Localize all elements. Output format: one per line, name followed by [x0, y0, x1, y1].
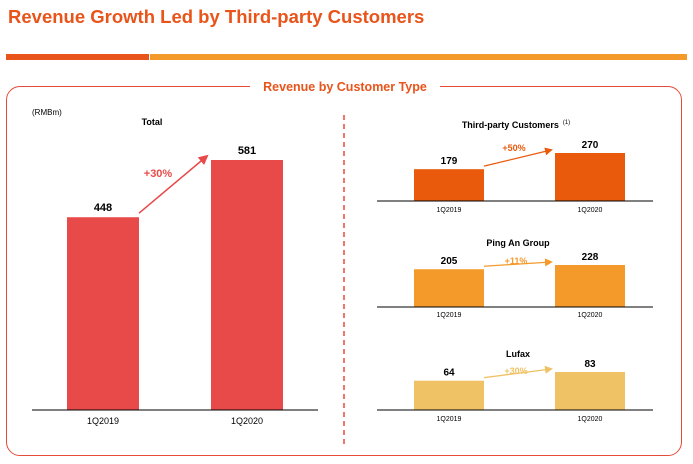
title-stripe-right	[150, 54, 687, 60]
tick-label-ping-an-1Q2020: 1Q2020	[578, 312, 603, 319]
chart-total-title: Total	[142, 117, 163, 127]
data-label-total-1Q2019: 448	[94, 202, 112, 214]
data-label-total-1Q2020: 581	[238, 145, 256, 157]
panel-label: Revenue by Customer Type	[250, 79, 440, 95]
growth-arrow-ping-an	[483, 258, 553, 267]
chart-ping-an-title: Ping An Group	[486, 238, 550, 248]
title-stripe-left	[6, 54, 149, 60]
chart-third-party-title: Third-party Customers (1)	[462, 120, 570, 130]
tick-label-total-1Q2019: 1Q2019	[87, 416, 119, 426]
data-label-third-party-1Q2019: 179	[441, 156, 458, 167]
data-label-ping-an-1Q2019: 205	[441, 256, 458, 267]
chart-third-party: Third-party Customers (1) 179 270 +50% 1Q…	[377, 120, 653, 214]
growth-label-ping-an: +11%	[505, 256, 528, 266]
unit-label: (RMBm)	[32, 108, 62, 117]
tick-label-lufax-1Q2019: 1Q2019	[437, 416, 462, 423]
tick-label-third-party-1Q2019: 1Q2019	[437, 207, 462, 214]
tick-label-total-1Q2020: 1Q2020	[231, 416, 263, 426]
bar-lufax-1Q2019	[414, 380, 484, 410]
chart-lufax-title: Lufax	[506, 349, 530, 359]
data-label-third-party-1Q2020: 270	[582, 140, 599, 151]
bar-third-party-1Q2020	[555, 153, 625, 201]
data-label-lufax-1Q2019: 64	[443, 368, 455, 379]
tick-label-ping-an-1Q2019: 1Q2019	[437, 312, 462, 319]
growth-arrow-third-party	[483, 147, 553, 167]
chart-total: Total 448 581 +30% 1Q2019 1Q2020	[32, 117, 318, 426]
data-label-lufax-1Q2020: 83	[584, 359, 596, 370]
chart-third-party-footnote: (1)	[563, 120, 570, 126]
bar-total-1Q2019	[67, 217, 139, 410]
growth-arrow-lufax	[483, 365, 553, 379]
bar-total-1Q2020	[211, 160, 283, 410]
bar-lufax-1Q2020	[555, 372, 625, 410]
chart-lufax: Lufax 64 83 +30% 1Q2019 1Q2020	[377, 349, 653, 423]
bar-ping-an-1Q2019	[414, 269, 484, 307]
growth-label-third-party: +50%	[502, 143, 525, 153]
chart-ping-an: Ping An Group 205 228 +11% 1Q2019 1Q2020	[377, 238, 653, 319]
bar-third-party-1Q2019	[414, 169, 484, 201]
growth-label-lufax: +30%	[504, 366, 527, 376]
tick-label-third-party-1Q2020: 1Q2020	[578, 207, 603, 214]
growth-label-total: +30%	[144, 168, 173, 180]
page-title: Revenue Growth Led by Third-party Custom…	[8, 6, 425, 27]
tick-label-lufax-1Q2020: 1Q2020	[578, 416, 603, 423]
data-label-ping-an-1Q2020: 228	[582, 252, 599, 263]
growth-arrow-total	[138, 154, 209, 214]
bar-ping-an-1Q2020	[555, 265, 625, 307]
